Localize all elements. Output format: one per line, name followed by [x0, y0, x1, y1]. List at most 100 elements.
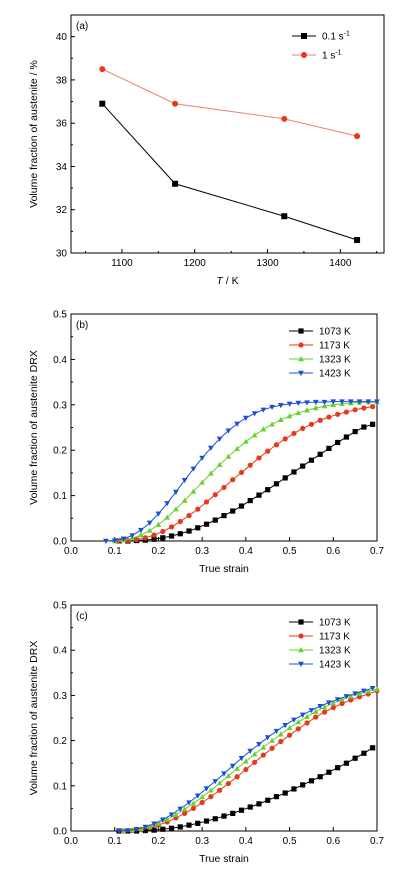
legend-item: 1423 K [289, 660, 351, 671]
legend-swatch-marker [298, 619, 304, 625]
panel-label: (a) [76, 21, 88, 32]
data-point [151, 827, 157, 833]
data-point [146, 520, 153, 526]
data-point [212, 492, 218, 498]
data-point [252, 759, 258, 765]
x-tick-label: 0.6 [326, 836, 340, 847]
data-point [230, 810, 236, 816]
legend-item: 1323 K [289, 646, 351, 657]
data-point [295, 719, 302, 725]
data-point [348, 697, 354, 703]
x-axis-label: T / K [216, 275, 238, 287]
data-point [221, 771, 227, 777]
data-point [221, 813, 227, 819]
data-point [286, 401, 293, 407]
data-point [330, 399, 337, 405]
data-point [312, 399, 319, 406]
data-point [317, 451, 323, 457]
data-point [291, 469, 297, 475]
x-tick-label: 0.7 [370, 836, 384, 847]
data-point [133, 826, 140, 833]
legend-label: 1 s-1 [322, 50, 342, 62]
data-point [304, 720, 310, 726]
data-point [321, 403, 328, 409]
legend-label-name: 1323 K [319, 646, 351, 657]
data-point [164, 514, 171, 520]
legend-label: 1173 K [319, 341, 350, 352]
plot-frame [70, 14, 385, 254]
data-point [195, 506, 201, 512]
x-tick-label: 0.6 [326, 546, 340, 557]
legend-label-name: 1073 K [319, 327, 351, 338]
legend: 1073 K 1173 K 1323 K 1423 K [289, 327, 351, 380]
data-point [361, 424, 367, 430]
data-point [212, 779, 219, 785]
data-point [186, 512, 192, 519]
legend-item: 1423 K [289, 369, 351, 380]
panel-label: (b) [76, 320, 88, 331]
x-tick-label: 1100 [111, 258, 133, 269]
legend-label-name: 1423 K [319, 369, 351, 380]
data-point [370, 404, 376, 410]
data-point [326, 769, 332, 775]
data-point [251, 751, 258, 757]
data-point [160, 535, 166, 541]
legend-swatch-marker [298, 342, 304, 348]
data-point [247, 748, 254, 754]
data-point [356, 690, 363, 696]
data-point [181, 497, 188, 503]
data-point [190, 466, 197, 472]
data-point [317, 417, 323, 423]
data-point [242, 758, 249, 764]
data-point [374, 686, 380, 692]
data-point [155, 511, 162, 517]
data-point [216, 436, 223, 442]
data-point [265, 448, 271, 454]
x-tick-label: 0.1 [108, 836, 122, 847]
data-point [330, 700, 337, 706]
data-point [374, 399, 380, 405]
y-tick-label: 0.0 [53, 537, 67, 548]
legend-item: 1073 K [289, 327, 351, 338]
legend-item: 1173 K [289, 632, 350, 643]
legend-label-name: 1423 K [319, 660, 351, 671]
data-point [129, 533, 136, 539]
data-point [282, 475, 288, 481]
data-point [365, 399, 372, 405]
data-point [260, 426, 267, 432]
data-point [168, 812, 175, 818]
data-point [343, 760, 349, 766]
data-point [299, 712, 306, 718]
data-point [265, 797, 271, 803]
legend-label: 1073 K [319, 618, 351, 629]
data-point [295, 726, 301, 732]
data-point [317, 774, 323, 780]
series-2 [120, 686, 380, 834]
y-axis-label: Volume fraction of austenite DRX [28, 641, 40, 796]
data-point [295, 409, 302, 416]
data-point [308, 457, 315, 463]
data-point [281, 115, 288, 122]
data-point [103, 538, 109, 544]
data-point [260, 752, 266, 758]
data-point [326, 700, 332, 706]
data-point [142, 827, 148, 834]
data-point [217, 787, 223, 793]
legend-item: 1173 K [289, 341, 350, 352]
y-tick-label: 40 [56, 32, 68, 43]
y-tick-label: 0.5 [53, 601, 67, 612]
data-point [352, 407, 358, 413]
data-point [212, 816, 218, 822]
data-point [99, 66, 106, 73]
chart-panel-2: 0.0 0.1 0.2 0.3 0.4 0.5 0.6 0.7 0.0 0.1 0.2 0.3 0.4 0… [28, 601, 384, 866]
data-point [326, 414, 332, 420]
data-point [354, 133, 361, 140]
x-tick-label: 0.7 [370, 546, 384, 557]
series-0 [99, 100, 361, 244]
y-tick-label: 0.0 [53, 827, 67, 838]
legend-label-superscript: -1 [335, 50, 341, 57]
x-tick-label: 1400 [329, 258, 352, 269]
chart-panel-1: 0.0 0.1 0.2 0.3 0.4 0.5 0.6 0.7 0.0 0.1 0.2 0.3 0.4 0… [28, 310, 384, 576]
data-point [339, 399, 345, 405]
data-point [300, 782, 306, 788]
